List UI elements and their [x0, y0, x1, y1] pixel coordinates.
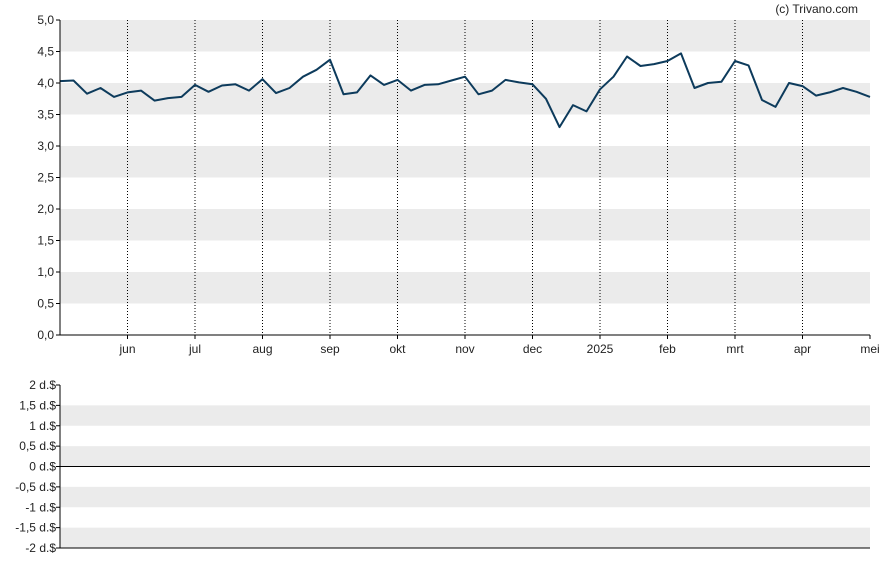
sub-y-tick-label: 0 d.$: [29, 460, 56, 474]
sub-y-tick-label: 1,5 d.$: [19, 398, 56, 412]
sub-chart-frame: [59, 385, 870, 549]
x-tick-label: jun: [118, 342, 135, 356]
y-tick-label: 0,5: [37, 297, 54, 311]
x-tick-label: apr: [794, 342, 811, 356]
main-chart-frame: [59, 20, 870, 336]
sub-y-tick-label: 1 d.$: [29, 419, 56, 433]
sub-y-tick-label: -1,5 d.$: [15, 521, 56, 535]
main-chart-x-axis: jun jul aug sep okt nov dec 2025 feb mrt apr mei: [118, 335, 880, 356]
x-tick-label: okt: [389, 342, 406, 356]
x-tick-label: nov: [455, 342, 474, 356]
x-tick-label: mei: [860, 342, 879, 356]
sub-band: [60, 446, 870, 467]
y-tick-label: 2,0: [37, 202, 54, 216]
sub-y-tick-label: 0,5 d.$: [19, 439, 56, 453]
main-chart-series: [59, 52, 871, 129]
y-tick-label: 1,0: [37, 265, 54, 279]
y-tick-label: 1,5: [37, 234, 54, 248]
x-tick-label: feb: [659, 342, 676, 356]
x-tick-label: dec: [523, 342, 542, 356]
price-line: [59, 52, 871, 129]
sub-y-tick-label: -1 d.$: [25, 500, 56, 514]
copyright-label: (c) Trivano.com: [775, 2, 858, 16]
main-chart-y-axis: 0,0 0,5 1,0 1,5 2,0 2,5 3,0 3,5 4,0 4,5 5,0: [37, 13, 60, 342]
y-tick-label: 3,0: [37, 139, 54, 153]
sub-chart-bands: [60, 405, 870, 548]
y-tick-label: 0,0: [37, 328, 54, 342]
y-tick-label: 4,0: [37, 76, 54, 90]
sub-band: [60, 527, 870, 548]
sub-y-tick-label: -2 d.$: [25, 541, 56, 555]
y-tick-label: 5,0: [37, 13, 54, 27]
x-tick-label: mrt: [726, 342, 744, 356]
sub-band: [60, 486, 870, 508]
sub-chart-y-axis: 2 d.$ 1,5 d.$ 1 d.$ 0,5 d.$ 0 d.$ -0,5 d.$ -1 …: [15, 378, 60, 555]
sub-band: [60, 405, 870, 426]
y-tick-label: 2,5: [37, 171, 54, 185]
y-tick-label: 4,5: [37, 45, 54, 59]
x-tick-label: jul: [188, 342, 201, 356]
sub-y-tick-label: -0,5 d.$: [15, 480, 56, 494]
x-tick-label: sep: [320, 342, 340, 356]
x-tick-label: aug: [252, 342, 272, 356]
sub-y-tick-label: 2 d.$: [29, 378, 56, 392]
x-tick-label: 2025: [587, 342, 614, 356]
y-tick-label: 3,5: [37, 108, 54, 122]
